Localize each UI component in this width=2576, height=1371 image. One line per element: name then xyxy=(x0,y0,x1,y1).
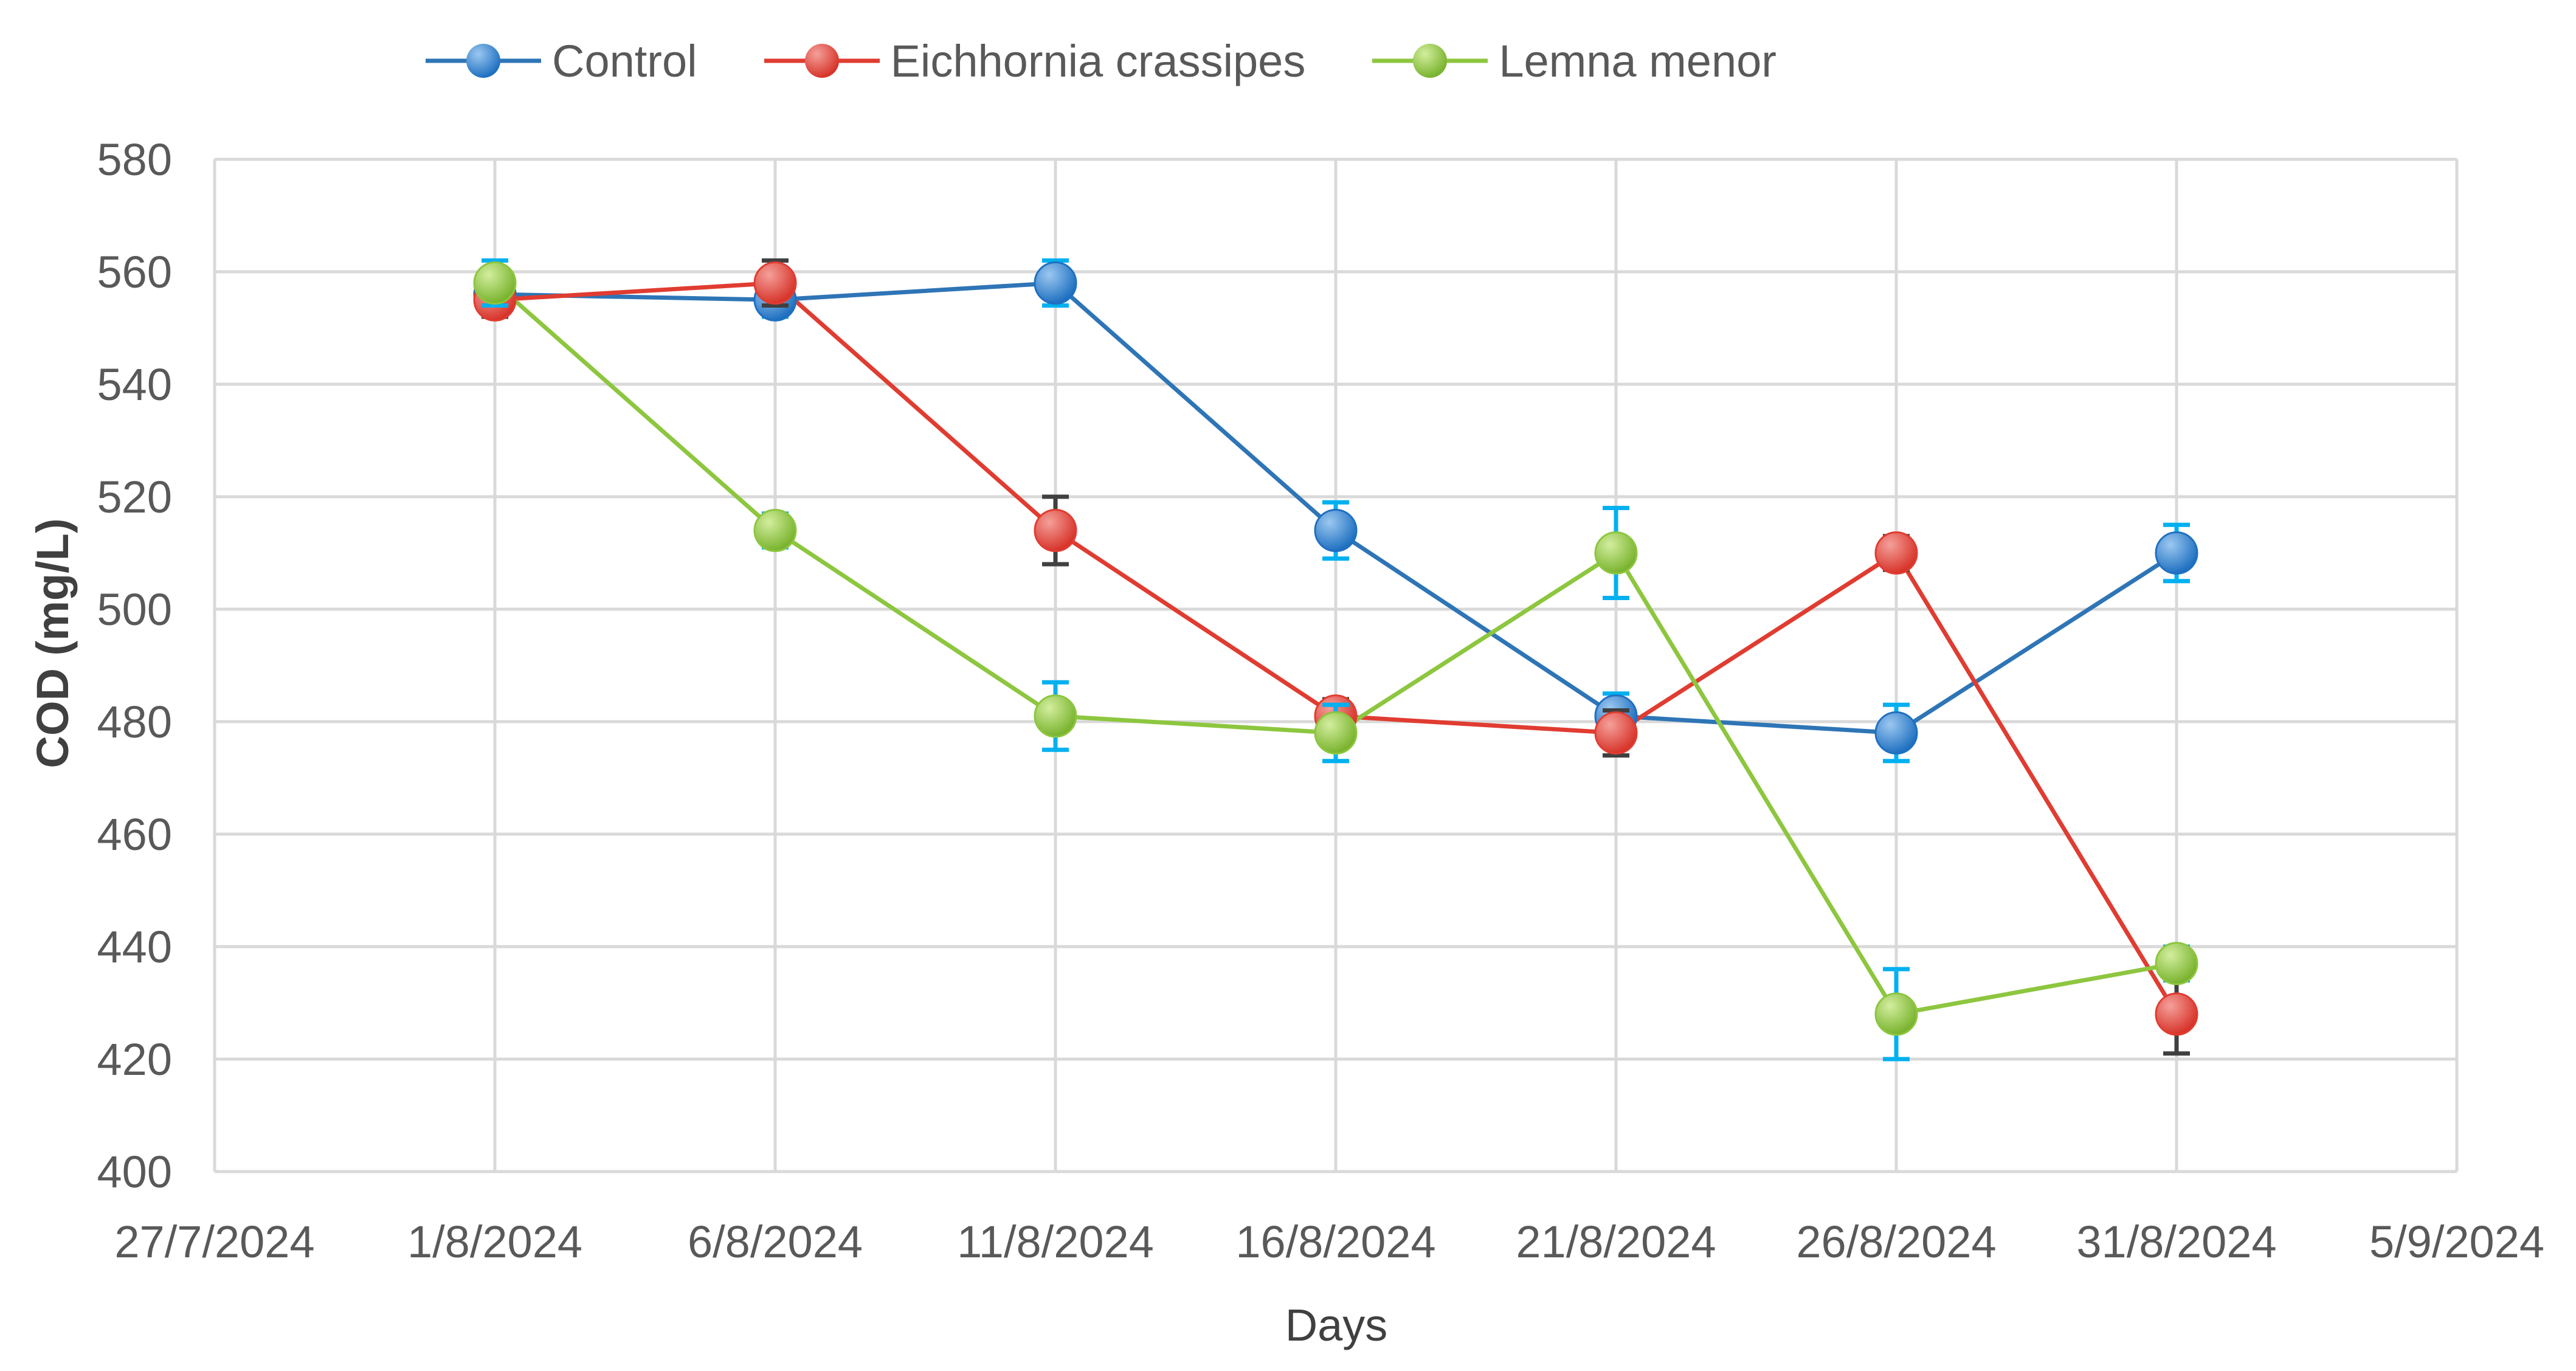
y-tick-label: 580 xyxy=(97,134,172,185)
x-tick-label: 6/8/2024 xyxy=(688,1217,863,1267)
x-tick-label: 26/8/2024 xyxy=(1796,1217,1996,1267)
data-point-lemna xyxy=(753,509,797,552)
y-tick-label: 500 xyxy=(97,584,172,635)
data-point-lemna xyxy=(2155,942,2198,986)
data-point-control xyxy=(2155,531,2198,575)
data-point-eichhornia xyxy=(753,261,797,305)
x-tick-label: 31/8/2024 xyxy=(2076,1217,2276,1267)
data-point-eichhornia xyxy=(2155,992,2198,1036)
y-tick-label: 420 xyxy=(97,1034,172,1085)
x-tick-label: 16/8/2024 xyxy=(1235,1217,1435,1267)
data-point-eichhornia xyxy=(1874,531,1918,575)
data-point-lemna xyxy=(1034,694,1077,738)
y-axis-title: COD (mg/L) xyxy=(27,518,78,768)
data-point-control xyxy=(1314,509,1358,552)
legend-swatch-lemna xyxy=(1372,44,1488,78)
data-point-control xyxy=(1874,711,1918,755)
y-tick-label: 480 xyxy=(97,697,172,747)
y-axis-ticks: 400 420 440 460 480 500 520 540 560 580 xyxy=(97,134,172,1197)
x-tick-label: 27/7/2024 xyxy=(114,1217,314,1267)
x-axis-title: Days xyxy=(1285,1300,1388,1350)
data-point-lemna xyxy=(1594,531,1638,575)
y-tick-label: 560 xyxy=(97,247,172,297)
data-point-eichhornia xyxy=(1034,509,1077,552)
gridlines xyxy=(213,157,2459,1173)
legend-swatch-control xyxy=(426,44,541,78)
legend-item-lemna: Lemna menor xyxy=(1372,35,1777,87)
x-tick-label: 11/8/2024 xyxy=(957,1217,1154,1267)
x-axis-ticks: 27/7/2024 1/8/2024 6/8/2024 11/8/2024 16/8/2… xyxy=(114,1217,2544,1267)
legend-item-eichhornia: Eichhornia crassipes xyxy=(764,35,1306,87)
y-tick-label: 520 xyxy=(97,472,172,522)
x-tick-label: 1/8/2024 xyxy=(407,1217,582,1267)
data-point-eichhornia xyxy=(1594,711,1638,755)
legend-item-control: Control xyxy=(426,35,697,87)
series-layer xyxy=(473,258,2198,1062)
legend-label-lemna: Lemna menor xyxy=(1499,35,1777,86)
data-point-lemna xyxy=(473,261,517,305)
data-point-lemna xyxy=(1874,992,1918,1036)
legend-swatch-eichhornia xyxy=(764,44,880,78)
legend-label-eichhornia: Eichhornia crassipes xyxy=(890,35,1306,86)
y-tick-label: 440 xyxy=(97,922,172,972)
data-point-lemna xyxy=(1314,711,1358,755)
y-tick-label: 540 xyxy=(97,359,172,410)
y-tick-label: 400 xyxy=(97,1147,172,1197)
legend-label-control: Control xyxy=(552,35,697,86)
x-tick-label: 21/8/2024 xyxy=(1516,1217,1716,1267)
y-tick-label: 460 xyxy=(97,809,172,860)
data-point-control xyxy=(1034,261,1077,305)
legend: Control Eichhornia crassipes Lemna menor xyxy=(426,24,1777,97)
x-tick-label: 5/9/2024 xyxy=(2369,1217,2544,1267)
